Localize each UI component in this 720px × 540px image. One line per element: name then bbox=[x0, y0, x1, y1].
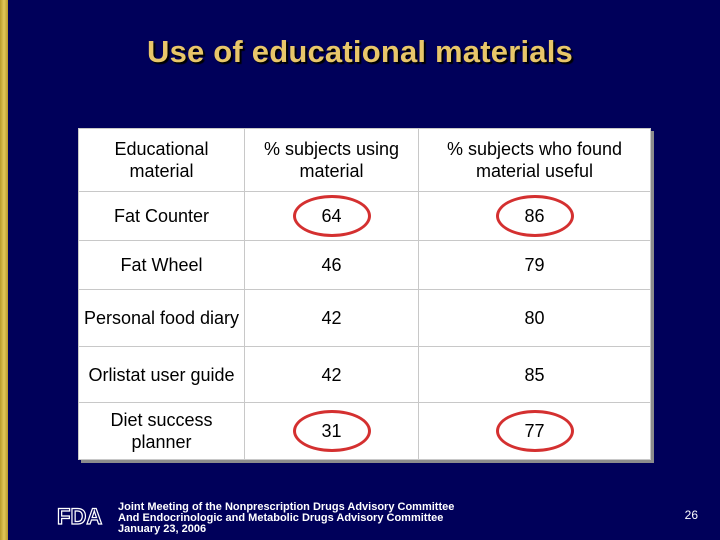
cell-material: Personal food diary bbox=[78, 289, 245, 347]
footer-line-3: January 23, 2006 bbox=[118, 523, 207, 535]
cell-material: Orlistat user guide bbox=[78, 345, 245, 404]
highlight-circle: 77 bbox=[524, 421, 545, 442]
cell-useful: 77 bbox=[418, 402, 651, 460]
results-table: Educational material % subjects using ma… bbox=[78, 128, 651, 460]
highlight-circle: 31 bbox=[321, 421, 342, 442]
cell-material: Diet success planner bbox=[78, 402, 245, 460]
highlight-circle: 86 bbox=[524, 205, 545, 226]
header-using: % subjects using material bbox=[244, 128, 419, 192]
fda-logo-text: FDA bbox=[57, 505, 102, 527]
cell-useful: 85 bbox=[418, 345, 651, 404]
cell-using: 31 bbox=[244, 402, 419, 460]
table-row: Fat Wheel 46 79 bbox=[78, 240, 651, 291]
fda-logo: FDA bbox=[56, 505, 103, 527]
page-number: 26 bbox=[684, 508, 698, 522]
table-row: Diet success planner 31 77 bbox=[78, 402, 651, 460]
cell-useful: 80 bbox=[418, 289, 651, 347]
cell-using: 42 bbox=[244, 345, 419, 404]
footer-line-2: And Endocrinologic and Metabolic Drugs A… bbox=[118, 512, 444, 524]
table-header-row: Educational material % subjects using ma… bbox=[78, 128, 651, 192]
cell-material: Fat Counter bbox=[78, 190, 245, 242]
cell-useful: 79 bbox=[418, 240, 651, 291]
table-row: Fat Counter 64 86 bbox=[78, 190, 651, 242]
table-row: Orlistat user guide 42 85 bbox=[78, 345, 651, 404]
slide-title: Use of educational materials bbox=[147, 34, 573, 69]
footer-line-1: Joint Meeting of the Nonprescription Dru… bbox=[118, 501, 455, 513]
header-useful: % subjects who found material useful bbox=[418, 128, 651, 192]
cell-using: 64 bbox=[244, 190, 419, 242]
highlight-circle: 64 bbox=[321, 205, 342, 226]
cell-material: Fat Wheel bbox=[78, 240, 245, 291]
table-row: Personal food diary 42 80 bbox=[78, 289, 651, 347]
cell-using: 42 bbox=[244, 289, 419, 347]
header-material: Educational material bbox=[78, 128, 245, 192]
cell-useful: 86 bbox=[418, 190, 651, 242]
footer-meeting-info: Joint Meeting of the Nonprescription Dru… bbox=[118, 502, 454, 535]
cell-using: 46 bbox=[244, 240, 419, 291]
gold-side-bar bbox=[0, 0, 8, 540]
